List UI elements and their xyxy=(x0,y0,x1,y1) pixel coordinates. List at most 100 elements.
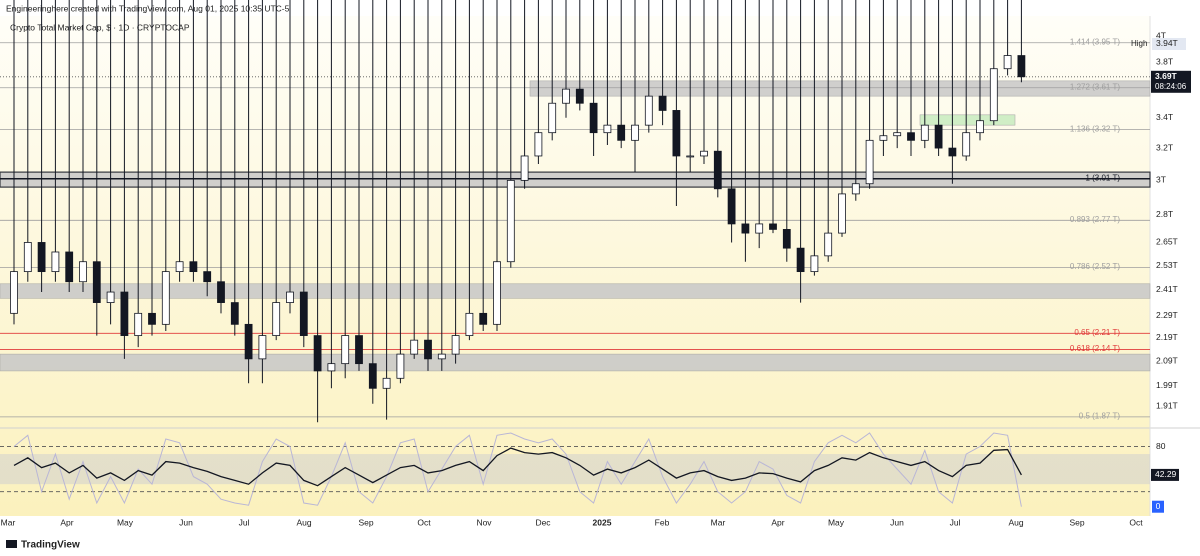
indicator-line xyxy=(13,447,1022,487)
y-tick-label: 2.8T xyxy=(1156,209,1173,219)
y-tick-label: 2.09T xyxy=(1156,355,1178,365)
value-tag xyxy=(1152,500,1164,513)
y-tick-label: 3.4T xyxy=(1156,112,1173,122)
candle-body xyxy=(755,223,764,234)
fib-label: 0.65 (2.21 T) xyxy=(1074,328,1120,337)
fib-label: 1.136 (3.32 T) xyxy=(1070,124,1120,133)
x-tick-label: Jul xyxy=(239,517,250,527)
high-label: 3.94T xyxy=(1156,38,1178,48)
candle-body xyxy=(741,223,750,234)
candle-body xyxy=(631,124,639,141)
plot: 1.414 (3.95 T) 1.272 (3.61 T) 1.136 (3.32 … xyxy=(0,0,1191,527)
chart-title: Crypto Total Market Cap, $ · 1D · CRYPTO… xyxy=(10,22,190,32)
y-tick-label: 2.53T xyxy=(1156,260,1178,270)
x-tick-label: Aug xyxy=(296,517,311,527)
candle-body xyxy=(65,251,74,283)
candle-body xyxy=(479,312,488,325)
fib-label: 0.786 (2.52 T) xyxy=(1070,262,1120,271)
candle-body xyxy=(148,312,156,325)
y-tick-label: 1.91T xyxy=(1156,401,1178,411)
candle-body xyxy=(299,291,308,336)
candle-body xyxy=(989,68,998,122)
candle-body xyxy=(327,363,336,372)
x-tick-label: Apr xyxy=(60,517,73,527)
candle-body xyxy=(410,339,419,355)
candle-body xyxy=(382,377,391,389)
candle-body xyxy=(506,179,515,263)
price-tag xyxy=(1151,70,1191,93)
brand: TradingView xyxy=(21,540,80,551)
fib-label: 0.893 (2.77 T) xyxy=(1070,215,1120,224)
candle-body xyxy=(341,335,350,365)
candle-body xyxy=(810,255,819,273)
candle-body xyxy=(879,135,888,141)
zone xyxy=(919,114,1016,126)
candle-body xyxy=(548,102,557,134)
candle-body xyxy=(907,132,915,141)
candle-body xyxy=(713,150,722,190)
candle-body xyxy=(175,261,184,273)
candle-body xyxy=(1017,55,1026,78)
candle-body xyxy=(672,110,681,157)
y-tick-label: 80 xyxy=(1156,441,1166,451)
candle-body xyxy=(948,147,957,157)
candle-body xyxy=(700,150,708,157)
zone xyxy=(529,80,1151,97)
price-label: 3.69T xyxy=(1155,71,1178,81)
zone xyxy=(0,171,1151,188)
candle-body xyxy=(727,188,736,225)
candle-body xyxy=(120,291,129,336)
candle-body xyxy=(258,335,267,360)
candle-body xyxy=(286,291,294,303)
fib-label: 0.5 (1.87 T) xyxy=(1079,412,1121,421)
zone xyxy=(0,353,1151,372)
candle-body xyxy=(617,124,626,141)
candle-body xyxy=(782,229,791,249)
candle-body xyxy=(769,223,777,230)
candle-body xyxy=(534,132,543,157)
y-tick-label: 1.99T xyxy=(1156,380,1178,390)
x-tick-label: Sep xyxy=(1069,517,1084,527)
candle-body xyxy=(520,155,529,181)
candle-body xyxy=(134,312,143,336)
candle-body xyxy=(658,95,667,111)
high-tag xyxy=(1152,37,1186,50)
candle-body xyxy=(962,132,971,157)
value-tag-label: 42.29 xyxy=(1155,469,1177,479)
x-tick-label: Jul xyxy=(950,517,961,527)
candle-body xyxy=(37,242,46,273)
x-tick-label: Oct xyxy=(417,517,431,527)
y-tick-label: 3.2T xyxy=(1156,142,1173,152)
candle-body xyxy=(10,271,18,314)
candle-body xyxy=(824,232,833,257)
candle-body xyxy=(575,88,584,104)
candle-body xyxy=(230,302,239,325)
candle-body xyxy=(976,120,984,134)
candle-body xyxy=(934,124,943,149)
candle-body xyxy=(92,261,101,303)
indicator-line xyxy=(13,432,1022,507)
candle-body xyxy=(106,291,115,303)
y-tick-label: 2.19T xyxy=(1156,332,1178,342)
x-tick-label: Mar xyxy=(1,517,16,527)
candle-body xyxy=(313,335,322,372)
high-name: High xyxy=(1131,39,1147,48)
y-tick-label: 3T xyxy=(1156,175,1166,185)
candle-body xyxy=(451,335,460,355)
candle-body xyxy=(465,312,474,336)
candle-body xyxy=(796,247,805,273)
candle-body xyxy=(562,88,570,104)
x-tick-label: Nov xyxy=(476,517,492,527)
candle-body xyxy=(893,132,902,137)
countdown: 08:24:06 xyxy=(1155,82,1187,91)
x-tick-label: 2025 xyxy=(593,517,612,527)
candle-body xyxy=(603,124,612,134)
y-tick-label: 2.65T xyxy=(1156,237,1178,247)
value-tag-label: 0 xyxy=(1156,501,1161,511)
candle-body xyxy=(437,353,446,360)
x-tick-label: Oct xyxy=(1129,517,1143,527)
zone xyxy=(0,283,1151,299)
candle-body xyxy=(493,261,501,325)
fib-label: 1.414 (3.95 T) xyxy=(1070,37,1120,46)
y-tick-label: 2.29T xyxy=(1156,310,1178,320)
